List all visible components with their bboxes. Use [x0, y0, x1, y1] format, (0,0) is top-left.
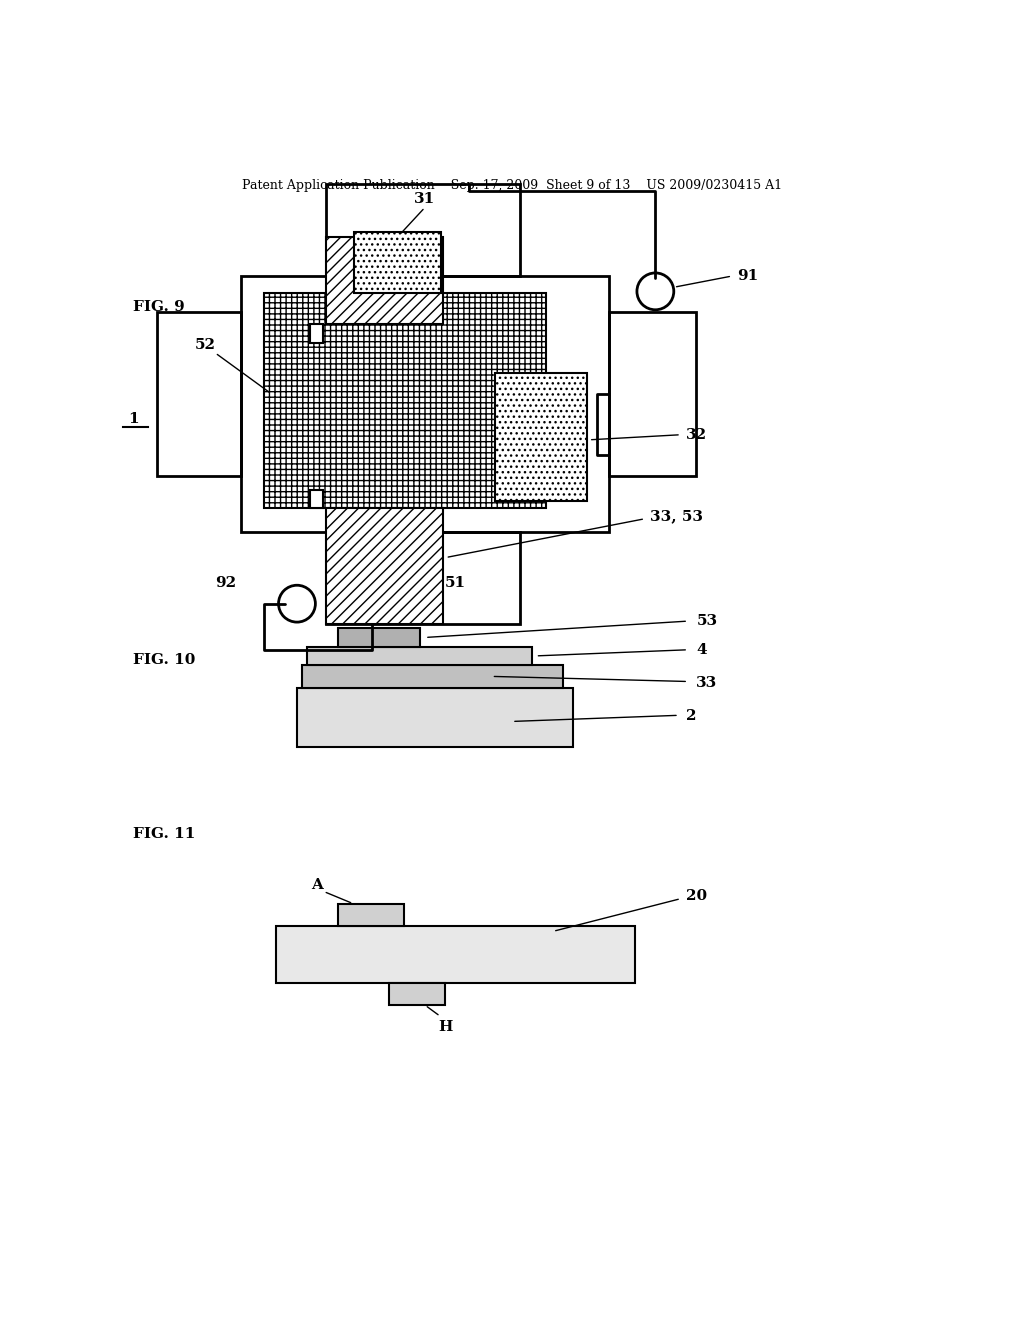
Bar	[609, 312, 696, 475]
Text: 52: 52	[195, 338, 215, 351]
Bar	[495, 374, 587, 502]
Text: FIG. 11: FIG. 11	[133, 828, 196, 841]
Text: 2: 2	[686, 709, 696, 723]
Bar	[310, 325, 323, 343]
Bar	[338, 904, 404, 927]
Circle shape	[637, 273, 674, 310]
Text: Patent Application Publication    Sep. 17, 2009  Sheet 9 of 13    US 2009/023041: Patent Application Publication Sep. 17, …	[242, 180, 782, 193]
Bar	[264, 293, 546, 508]
Text: H: H	[438, 1019, 453, 1034]
Text: 32: 32	[686, 428, 708, 442]
Bar	[297, 688, 573, 747]
Bar	[354, 232, 441, 293]
Bar	[326, 183, 520, 276]
Text: FIG. 9: FIG. 9	[133, 300, 185, 314]
Bar	[338, 628, 420, 647]
Text: 53: 53	[696, 614, 718, 628]
Bar	[326, 508, 443, 624]
Bar	[302, 665, 563, 688]
Bar	[307, 647, 532, 665]
Text: 20: 20	[686, 888, 708, 903]
Text: 91: 91	[737, 269, 759, 282]
Text: FIG. 10: FIG. 10	[133, 653, 196, 667]
Bar	[241, 276, 609, 532]
Bar	[157, 312, 241, 475]
Text: 4: 4	[696, 643, 707, 657]
Text: 92: 92	[215, 577, 236, 590]
Text: 33, 53: 33, 53	[650, 510, 703, 524]
Text: 33: 33	[696, 676, 718, 689]
Circle shape	[279, 585, 315, 622]
Bar	[310, 490, 323, 508]
Text: A: A	[311, 878, 324, 892]
Text: 1: 1	[128, 412, 138, 426]
Bar	[276, 927, 635, 982]
Bar	[389, 982, 445, 1005]
Bar	[326, 238, 443, 325]
Text: 31: 31	[415, 193, 435, 206]
Bar	[326, 532, 520, 624]
Text: 51: 51	[445, 577, 466, 590]
